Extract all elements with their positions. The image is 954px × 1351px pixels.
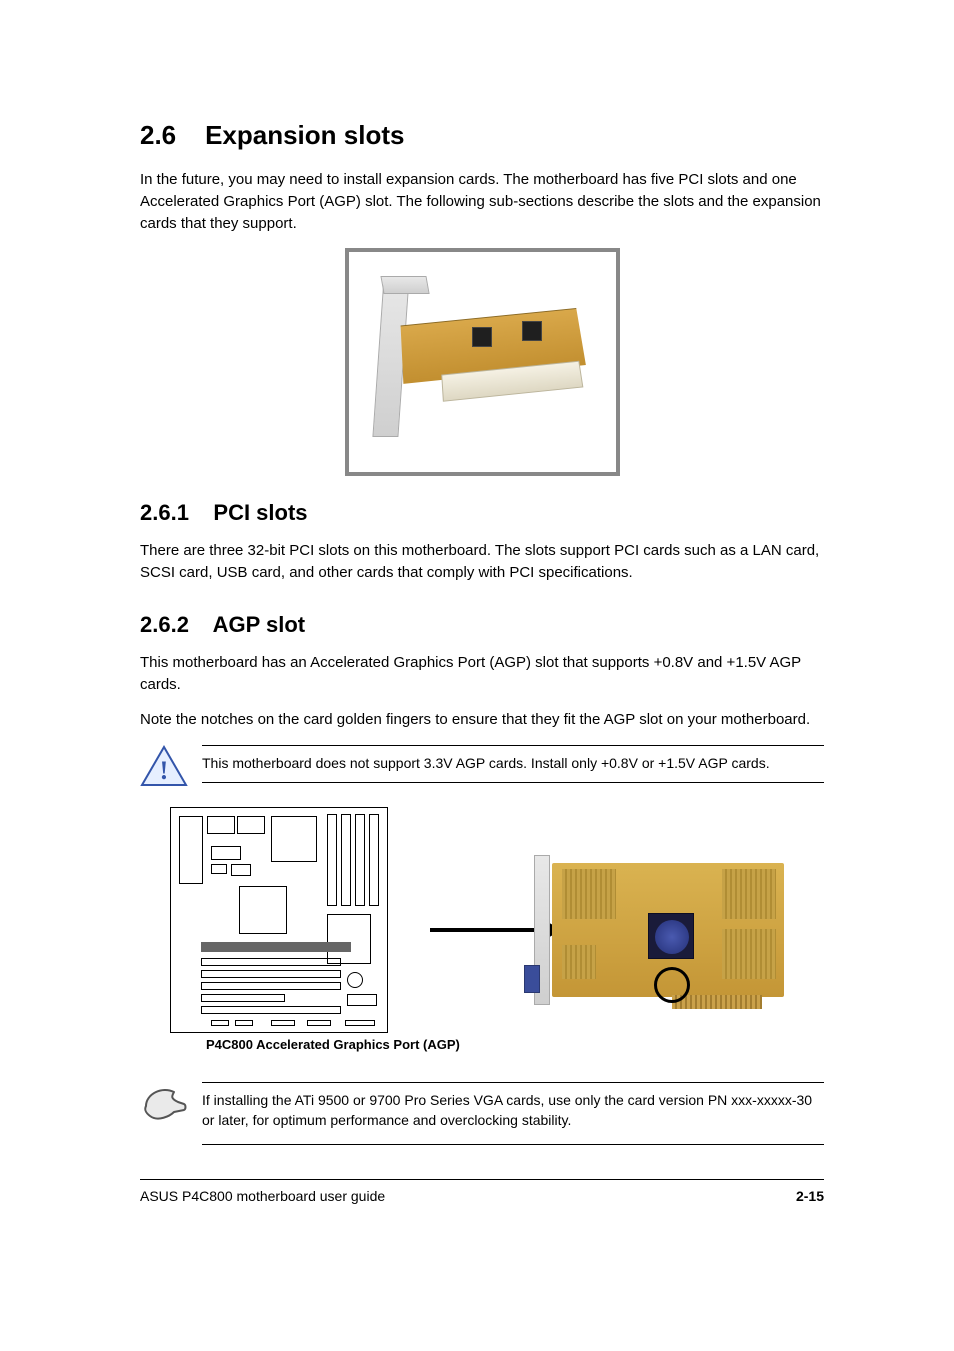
pci-card-illustration (372, 287, 592, 437)
hand-pointer-icon (140, 1082, 188, 1124)
agp-card-illustration (552, 863, 784, 997)
section-heading: 2.6 Expansion slots (140, 120, 824, 151)
intro-paragraph: In the future, you may need to install e… (140, 169, 824, 234)
note-text: If installing the ATi 9500 or 9700 Pro S… (202, 1091, 824, 1130)
pci-body-text: There are three 32-bit PCI slots on this… (140, 540, 824, 584)
agp-subsection-heading: 2.6.2 AGP slot (140, 612, 824, 638)
agp-diagram-row: P4C800 Accelerated Graphics Port (AGP) (170, 807, 824, 1052)
agp-subsection-title: AGP slot (213, 612, 306, 637)
note-callout: If installing the ATi 9500 or 9700 Pro S… (140, 1082, 824, 1145)
agp-slot-highlight (201, 942, 351, 952)
caution-text: This motherboard does not support 3.3V A… (202, 754, 824, 774)
pci-card-figure (345, 248, 620, 476)
agp-paragraph-1: This motherboard has an Accelerated Grap… (140, 652, 824, 696)
caution-callout: ! This motherboard does not support 3.3V… (140, 745, 824, 787)
section-number: 2.6 (140, 120, 176, 150)
motherboard-diagram (170, 807, 388, 1033)
page-footer: ASUS P4C800 motherboard user guide 2-15 (140, 1179, 824, 1204)
diagram-caption: P4C800 Accelerated Graphics Port (AGP) (206, 1037, 460, 1052)
pci-subsection-title: PCI slots (213, 500, 307, 525)
keyed-notch-highlight-icon (654, 967, 690, 1003)
agp-paragraph-2: Note the notches on the card golden fing… (140, 709, 824, 731)
footer-page-number: 2-15 (796, 1188, 824, 1204)
caution-icon: ! (140, 745, 188, 787)
svg-text:!: ! (160, 756, 169, 785)
section-title: Expansion slots (205, 120, 404, 150)
footer-left: ASUS P4C800 motherboard user guide (140, 1188, 385, 1204)
agp-subsection-number: 2.6.2 (140, 612, 189, 637)
pci-subsection-number: 2.6.1 (140, 500, 189, 525)
pci-subsection-heading: 2.6.1 PCI slots (140, 500, 824, 526)
fan-icon (648, 913, 694, 959)
